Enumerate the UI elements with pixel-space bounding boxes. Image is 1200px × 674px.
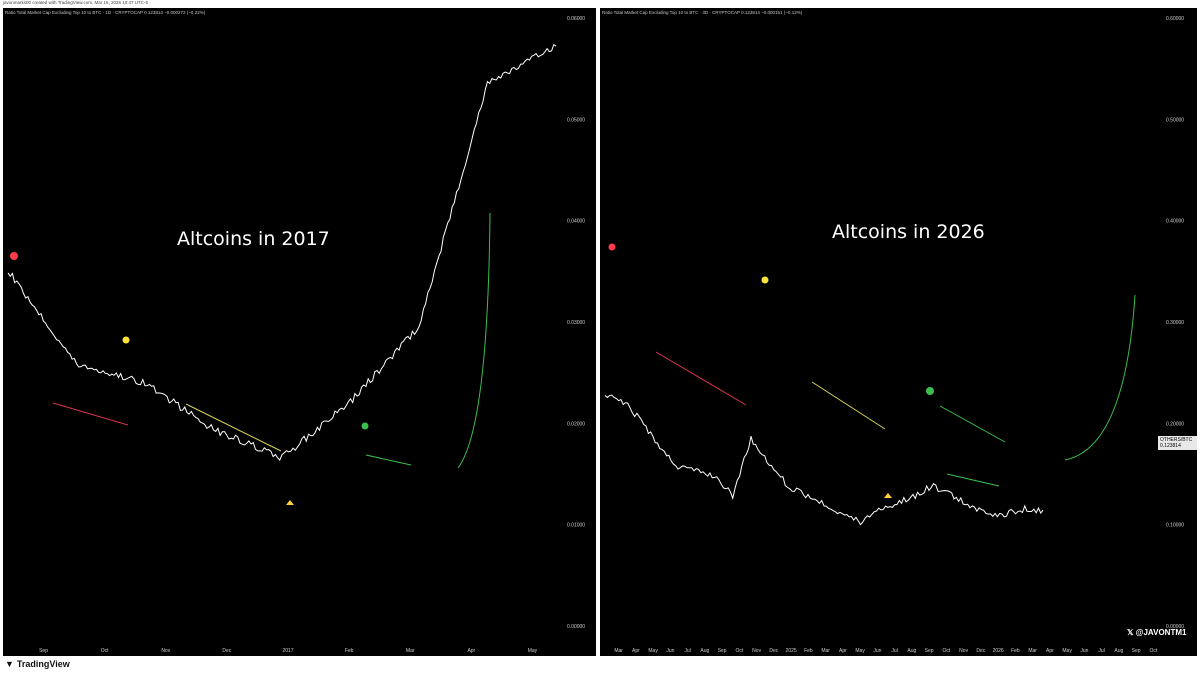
trend-line-green xyxy=(365,454,412,466)
price-chart-2017[interactable]: 0.06000 0.05000 0.04000 0.03000 0.02000 0.010… xyxy=(3,8,596,656)
x-tick-label: Mar xyxy=(614,648,623,654)
footer-brand: TradingView xyxy=(16,659,70,669)
x-tick-label: Feb xyxy=(345,648,354,654)
x-tick-label: Oct xyxy=(942,648,950,654)
bottom-marker xyxy=(884,493,892,498)
panel-header: Ratio Total Market Cap Excluding Top 10 … xyxy=(5,10,206,15)
y-tick-label: 0.40000 xyxy=(1166,219,1184,225)
trend-line-green-lower xyxy=(946,473,1000,487)
x-tick-label: Apr xyxy=(632,648,640,654)
x-tick-label: Oct xyxy=(101,648,109,654)
x-tick-label: Aug xyxy=(907,648,916,654)
price-badge: OTHERS/BTC 0.123814 xyxy=(1158,436,1197,450)
x-tick-label: Dec xyxy=(976,648,985,654)
y-tick-label: 0.30000 xyxy=(1166,320,1184,326)
x-tick-label: Nov xyxy=(161,648,170,654)
x-tick-label: Mar xyxy=(406,648,415,654)
x-tick-label: Jun xyxy=(1080,648,1088,654)
x-tick-label: Dec xyxy=(222,648,231,654)
mid-marker xyxy=(761,276,769,284)
trend-line-yellow xyxy=(185,403,282,452)
annotation-title: Altcoins in 2026 xyxy=(832,221,985,243)
price-line-2017 xyxy=(7,43,557,462)
chart-credit: javonmarks00 created with TradingView.co… xyxy=(3,0,148,5)
x-tick-label: 2025 xyxy=(786,648,797,654)
x-tick-label: Oct xyxy=(1149,648,1157,654)
chart-panel-2026: Ratio Total Market Cap Excluding Top 10 … xyxy=(600,8,1197,656)
x-tick-label: Jun xyxy=(873,648,881,654)
price-chart-2026[interactable]: 0.60000 0.50000 0.40000 0.30000 0.20000 0.100… xyxy=(600,8,1197,656)
trend-line-red xyxy=(52,402,129,426)
author-watermark: 𝕏 @JAVONTM1 xyxy=(1127,628,1187,637)
y-tick-label: 0.60000 xyxy=(1166,16,1184,22)
x-tick-label: Aug xyxy=(700,648,709,654)
projection-arrow xyxy=(1064,294,1136,461)
panel-header: Ratio Total Market Cap Excluding Top 10 … xyxy=(602,10,803,15)
x-tick-label: May xyxy=(528,648,538,654)
y-tick-label: 0.06000 xyxy=(567,16,585,22)
y-tick-label: 0.02000 xyxy=(567,421,585,427)
x-tick-label: May xyxy=(1062,648,1072,654)
trend-line-yellow xyxy=(811,381,886,430)
x-tick-label: 2026 xyxy=(993,648,1004,654)
tradingview-logo-icon: ▼ xyxy=(5,659,14,669)
y-tick-label: 0.10000 xyxy=(1166,523,1184,529)
y-tick-label: 0.20000 xyxy=(1166,421,1184,427)
x-tick-label: Apr xyxy=(839,648,847,654)
x-tick-label: Oct xyxy=(735,648,743,654)
x-tick-label: Sep xyxy=(925,648,934,654)
x-tick-label: Apr xyxy=(467,648,475,654)
y-tick-label: 0.05000 xyxy=(567,117,585,123)
x-tick-label: May xyxy=(648,648,658,654)
x-tick-label: 2017 xyxy=(282,648,293,654)
x-tick-label: May xyxy=(855,648,865,654)
breakout-marker xyxy=(926,387,934,395)
annotation-title: Altcoins in 2017 xyxy=(177,228,330,250)
chart-panel-2017: Ratio Total Market Cap Excluding Top 10 … xyxy=(3,8,596,656)
tradingview-footer: ▼ TradingView xyxy=(5,659,70,669)
x-logo-icon: 𝕏 xyxy=(1127,628,1136,637)
y-tick-label: 0.04000 xyxy=(567,219,585,225)
price-line-2026 xyxy=(604,394,1044,526)
top-marker xyxy=(608,243,616,251)
breakout-marker xyxy=(361,422,369,430)
y-tick-label: 0.00000 xyxy=(1166,624,1184,630)
x-tick-label: Aug xyxy=(1114,648,1123,654)
x-tick-label: Jul xyxy=(891,648,897,654)
x-tick-label: Apr xyxy=(1046,648,1054,654)
x-tick-label: Sep xyxy=(39,648,48,654)
x-tick-label: Feb xyxy=(1011,648,1020,654)
x-tick-label: Jun xyxy=(666,648,674,654)
x-tick-label: Mar xyxy=(821,648,830,654)
x-tick-label: Sep xyxy=(718,648,727,654)
mid-marker xyxy=(122,336,130,344)
x-tick-label: Feb xyxy=(804,648,813,654)
x-tick-label: Jul xyxy=(684,648,690,654)
x-tick-label: Mar xyxy=(1028,648,1037,654)
trend-line-green xyxy=(939,405,1006,443)
x-tick-label: Jul xyxy=(1098,648,1104,654)
x-tick-label: Sep xyxy=(1132,648,1141,654)
x-tick-label: Nov xyxy=(959,648,968,654)
x-tick-label: Nov xyxy=(752,648,761,654)
bottom-marker xyxy=(286,500,294,505)
y-tick-label: 0.00000 xyxy=(567,624,585,630)
projection-arrow xyxy=(457,212,491,469)
top-marker xyxy=(10,252,18,260)
y-tick-label: 0.01000 xyxy=(567,523,585,529)
trend-line-red xyxy=(655,351,747,406)
y-tick-label: 0.50000 xyxy=(1166,117,1184,123)
x-tick-label: Dec xyxy=(769,648,778,654)
y-tick-label: 0.03000 xyxy=(567,320,585,326)
